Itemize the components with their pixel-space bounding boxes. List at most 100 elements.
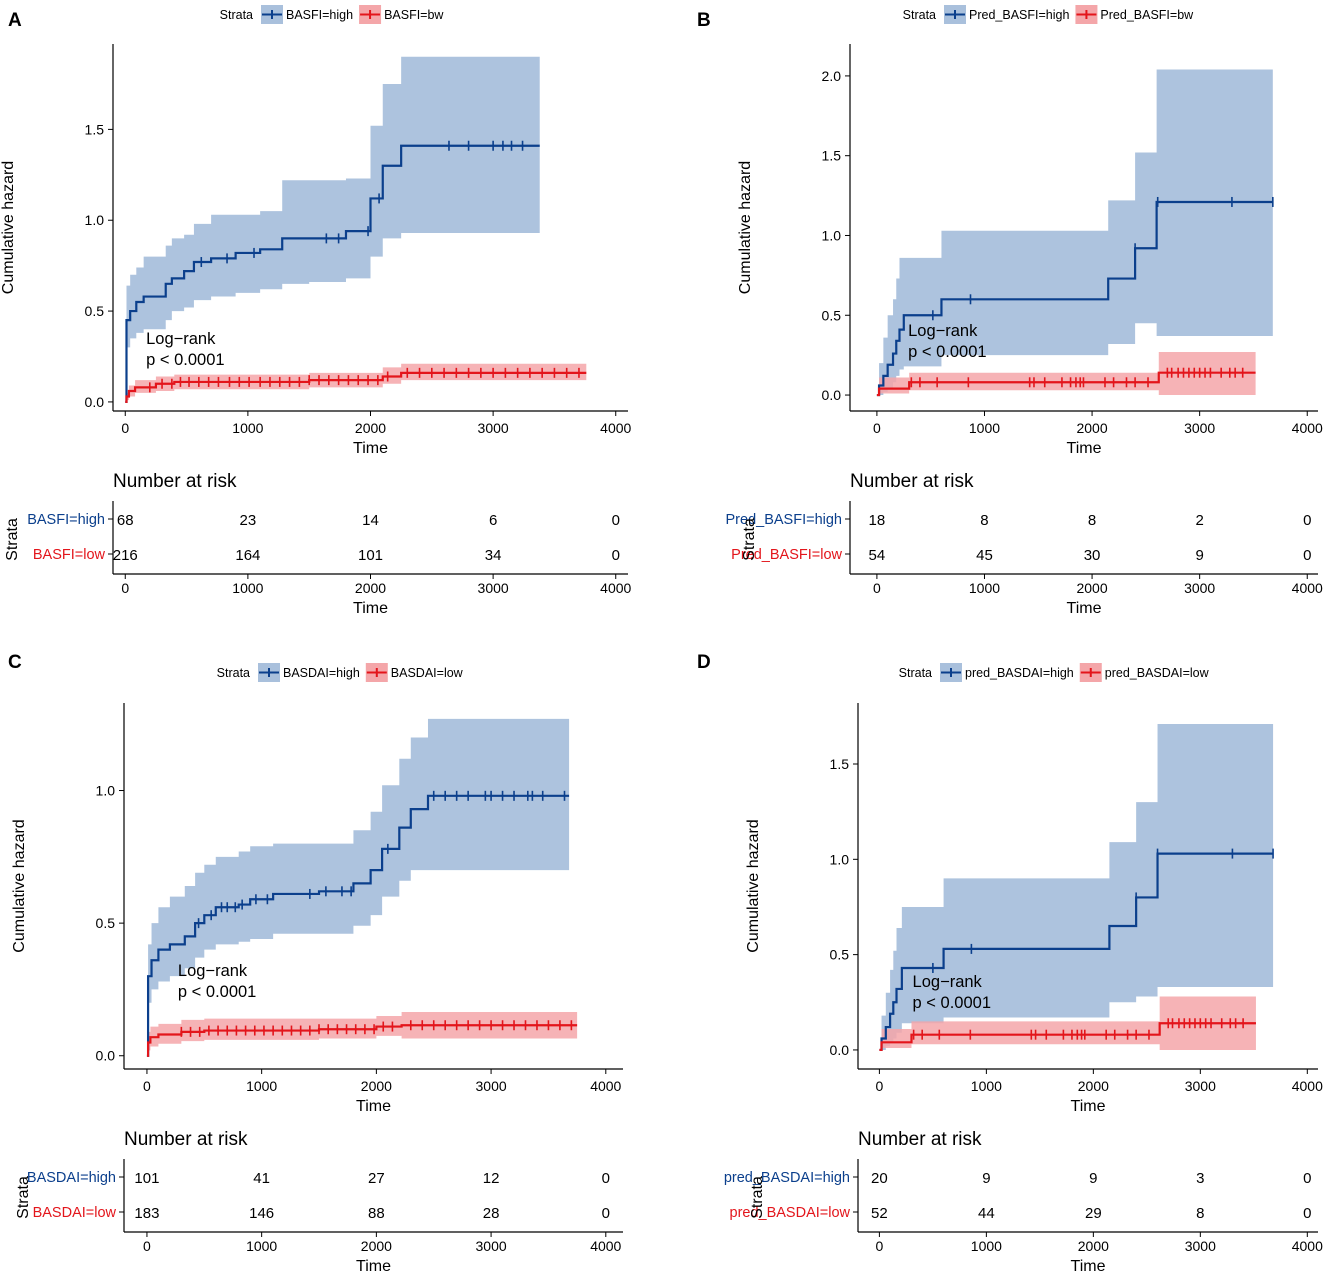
ci-band-low [879,996,1256,1050]
x-tick-label: 4000 [1292,420,1323,436]
risk-row-label: BASDAI=high [27,1170,116,1186]
panel-a: A Strata BASFI=high BASFI=bw 0 1000 2000 3000 40… [0,5,632,617]
risk-x-tick-label: 2000 [1076,580,1107,596]
risk-x-tick-label: 1000 [246,1238,277,1254]
x-tick-label: 0 [121,420,129,436]
risk-strata-label: Strata [4,518,21,561]
y-tick-label: 0.0 [85,394,105,410]
hazard-curve-low [879,1022,1256,1052]
risk-count: 8 [1088,512,1096,529]
y-axis-title: Cumulative hazard [737,161,754,294]
risk-count: 20 [871,1170,888,1187]
legend: Strata Pred_BASFI=high Pred_BASFI=bw [903,5,1194,24]
y-tick-label: 1.5 [822,148,842,164]
risk-count: 68 [117,512,134,529]
risk-strata-label: Strata [15,1176,32,1219]
risk-count: 0 [1303,1205,1311,1222]
legend-label-1: pred_BASDAI=high [965,666,1074,680]
hazard-curve-high [125,144,540,404]
risk-x-tick-label: 0 [143,1238,151,1254]
risk-count: 28 [483,1205,500,1222]
legend-title: Strata [899,666,932,680]
y-tick-label: 1.0 [830,851,850,867]
y-axis-title: Cumulative hazard [745,819,762,952]
panel-letter: A [8,10,22,31]
risk-x-tick-label: 2000 [1078,1238,1109,1254]
risk-row-label: BASDAI=low [33,1205,117,1221]
p-value-label: p < 0.0001 [913,994,991,1012]
risk-x-tick-label: 3000 [478,580,509,596]
x-tick-label: 4000 [590,1078,621,1094]
hazard-curve-high [879,852,1274,1052]
ci-band-high [876,69,1273,396]
risk-row-label: Pred_BASFI=low [731,547,842,563]
ci-band-low [876,351,1256,396]
risk-count: 27 [368,1170,385,1187]
hazard-curve-low [146,1024,578,1057]
x-tick-label: 2000 [361,1078,392,1094]
y-axis-title: Cumulative hazard [0,161,17,294]
x-tick-label: 1000 [246,1078,277,1094]
risk-x-tick-label: 0 [875,1238,883,1254]
ci-band-high [146,718,570,1056]
y-tick-label: 1.0 [85,212,105,228]
p-value-label: p < 0.0001 [908,343,986,361]
risk-count: 183 [134,1205,159,1222]
x-axis-title: Time [1071,1098,1106,1115]
risk-x-tick-label: 3000 [1185,1238,1216,1254]
risk-x-tick-label: 1000 [232,580,263,596]
risk-count: 41 [253,1170,270,1187]
x-tick-label: 3000 [478,420,509,436]
x-tick-label: 3000 [1185,1078,1216,1094]
y-tick-label: 0.0 [96,1048,116,1064]
y-tick-label: 1.0 [96,783,116,799]
risk-row-label: Pred_BASFI=high [726,512,842,528]
x-tick-label: 1000 [971,1078,1002,1094]
x-tick-label: 0 [875,1078,883,1094]
x-tick-label: 3000 [1184,420,1215,436]
risk-count: 2 [1195,512,1203,529]
logrank-label: Log−rank [178,962,248,980]
p-value-label: p < 0.0001 [178,983,256,1001]
risk-count: 9 [1195,547,1203,564]
ci-band-low [146,1011,578,1056]
x-tick-label: 2000 [1076,420,1107,436]
hazard-curve-high [876,200,1273,397]
risk-x-tick-label: 4000 [600,580,631,596]
risk-count: 29 [1085,1205,1102,1222]
panel-letter: B [697,10,711,31]
risk-row-label: pred_BASDAI=high [724,1170,850,1186]
risk-count: 12 [483,1170,500,1187]
risk-x-tick-label: 1000 [971,1238,1002,1254]
y-tick-label: 0.0 [822,387,842,403]
risk-table-title: Number at risk [858,1129,982,1150]
risk-x-tick-label: 0 [873,580,881,596]
risk-count: 0 [1303,1170,1311,1187]
ci-band-high [125,56,540,402]
legend-title: Strata [217,666,250,680]
risk-x-tick-label: 0 [121,580,129,596]
risk-count: 8 [980,512,988,529]
risk-table-title: Number at risk [850,471,974,492]
risk-count: 45 [976,547,993,564]
x-axis-title: Time [353,440,388,457]
y-tick-label: 0.0 [830,1042,850,1058]
risk-count: 101 [358,547,383,564]
y-axis-title: Cumulative hazard [11,819,28,952]
risk-count: 52 [871,1205,888,1222]
x-axis-title: Time [356,1098,391,1115]
legend: Strata BASDAI=high BASDAI=low [217,663,464,682]
logrank-label: Log−rank [146,330,216,348]
logrank-label: Log−rank [908,322,978,340]
hazard-curve-low [125,371,587,404]
risk-count: 23 [240,512,257,529]
p-value-label: p < 0.0001 [146,351,224,369]
y-tick-label: 1.0 [822,227,842,243]
x-axis-title: Time [1067,440,1102,457]
legend-label-2: BASFI=bw [384,8,444,22]
risk-x-tick-label: 1000 [969,580,1000,596]
legend-label-2: BASDAI=low [391,666,464,680]
risk-count: 0 [1303,512,1311,529]
